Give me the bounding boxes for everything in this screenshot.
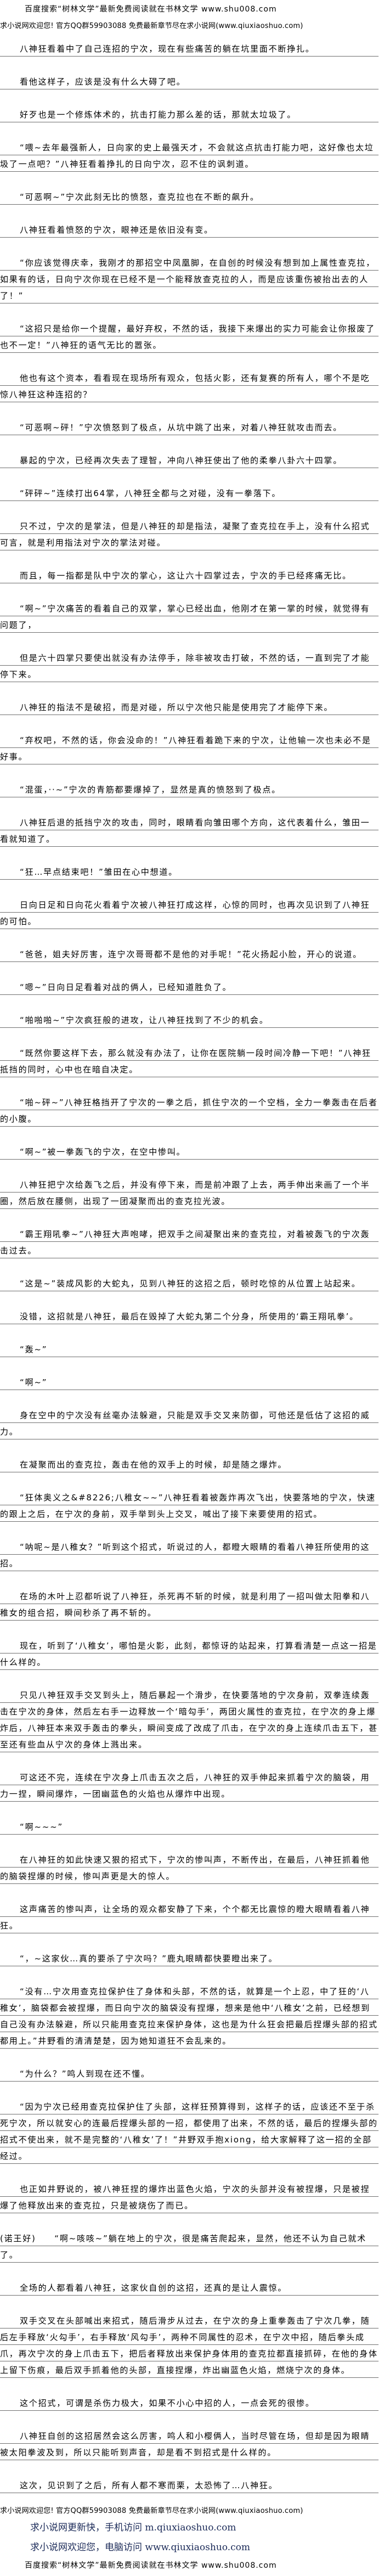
header: 百度搜索“树林文学”最新免费阅读就在书林文学 www.shu008.com 求小…	[0, 0, 384, 33]
paragraph: “为什么？”鸣人到现在还不懂。	[0, 2066, 379, 2082]
paragraph: 现在，听到了‘八稚女’，哪怕是火影，此刻，都惊讶的站起来，打算看清楚一点这一招是…	[0, 1638, 379, 1671]
paragraph: 八神狂后退的抵挡宁次的攻击，同时，眼睛看向雏田哪个方向，这代表着什么，雏田一看就…	[0, 814, 379, 847]
pc-access-link[interactable]: 求小说网欢迎您，电脑访问 www.qiuxiaoshuo.com	[30, 2542, 250, 2553]
chapter-content: 八神狂看着中了自己连招的宁次，现在有些痛苦的躺在坑里面不断挣扎。 看他这样子，应该…	[0, 41, 379, 2494]
paragraph: “啊~~~”	[0, 1819, 379, 1835]
paragraph: “没有…宁次用查克拉保护住了身体和头部，不然的话，就算是一个上忍，中了狂的‘八稚…	[0, 1983, 379, 2049]
paragraph: “这招只是给你一个提醒，最好弃权，不然的话，我接下来爆出的实力可能会让你报废了也…	[0, 320, 379, 353]
paragraph: “呐呢~是八稚女？”听到这个招式，听说过的人，都瞪大眼睛的看着八神狂所使用的这招…	[0, 1539, 379, 1572]
paragraph: “因为宁次已经用查克拉保护住了头部，这样狂预算得到，这样子的话，应该还不至于杀死…	[0, 2099, 379, 2164]
paragraph: 在场的木叶上忍都听说了八神狂，杀死再不斩的时候，就是利用了一招叫做太阳拳和八稚女…	[0, 1588, 379, 1621]
paragraph: “既然你要这样下去，那么就没有办法了，让你在医院躺一段时间冷静一下吧！”八神狂抵…	[0, 1045, 379, 1078]
paragraph: 没错，这招就是八神狂，最后在毁掉了大蛇丸第二个分身，所使用的‘霸王翔吼拳’。	[0, 1308, 379, 1325]
paragraph: “砰砰~”连续打出64掌，八神狂全都与之对碰，没有一拳落下。	[0, 485, 379, 502]
paragraph: “弃权吧，不然的话，你会没命的！”八神狂看着跪下来的宁次，让他输一次也未必不是好…	[0, 732, 379, 765]
paragraph: “喂~去年最强新人，日向家的史上最强天才，不会就这点抗击打能力吧，这好像也太垃圾…	[0, 139, 379, 172]
paragraph: “这是~”装成风影的大蛇丸，见到八神狂的这招之后，顿时吃惊的从位置上站起来。	[0, 1275, 379, 1292]
paragraph: 八神狂看着中了自己连招的宁次，现在有些痛苦的躺在坑里面不断挣扎。	[0, 41, 379, 57]
paragraph: “狂体奥义之&#8226;八稚女~~”八神狂看着被轰炸再次飞出，快要落地的宁次，…	[0, 1489, 379, 1522]
qq-group-banner-top: 求小说网欢迎您! 官方QQ群59903088 免费最新章节尽在求小说网(www.…	[0, 22, 303, 30]
paragraph: “可恶啊~”宁次此刻无比的愤怒，查克拉也在不断的飙升。	[0, 189, 379, 205]
paragraph: “狂…早点结束吧！”雏田在心中想道。	[0, 864, 379, 880]
paragraph: “爸爸，姐夫好厉害，连宁次哥哥都不是他的对手呢！”花火扬起小脸，开心的说道。	[0, 946, 379, 963]
paragraph: 这个招式，可谓是杀伤力极大，如果不小心中招的人，一点会死的很惨。	[0, 2395, 379, 2411]
paragraph: 而且，每一指都是队中宁次的掌心，这让六十四掌过去，宁次的手已经疼痛无比。	[0, 567, 379, 584]
paragraph: 八神狂的指法不是破招，而是对碰，所以宁次他只能是使用完了才能停下来。	[0, 699, 379, 716]
paragraph: 可这还不完，连续在宁次身上爪击五次之后，八神狂的双手伸起来抓着宁次的脑袋，用力一…	[0, 1769, 379, 1802]
paragraph: 只不过，宁次的是掌法，但是八神狂的却是指法，凝聚了查克拉在手上，没有什么招式可言…	[0, 518, 379, 551]
paragraph: 暴起的宁次，已经再次失去了理智，冲向八神狂使出了他的柔拳八卦六十四掌。	[0, 452, 379, 469]
paragraph: 八神狂把宁次给轰飞之后，并没有停下来，而是前冲跟了上去，两手伸出来画了一个半圈，…	[0, 1177, 379, 1210]
paragraph: “啊~”宁次痛苦的看着自己的双掌，掌心已经出血，他刚才在第一掌的时候，就觉得有问…	[0, 600, 379, 633]
paragraph: “，~这家伙…真的要杀了宁次吗？”鹿丸眼睛都快要瞪出来了。	[0, 1950, 379, 1967]
paragraph: 八神狂看着愤怒的宁次，眼神还是依旧没有变。	[0, 222, 379, 238]
mobile-access-link[interactable]: 求小说网更新快，手机访问 m.qiuxiaoshuo.com	[30, 2522, 236, 2533]
paragraph: 他也有这个资本，看看现在现场所有观众，包括火影，还有复赛的所有人，哪个不是吃惊八…	[0, 370, 379, 403]
paragraph: 好歹也是一个修炼体术的，抗击打能力那么差的话，那就太垃圾了。	[0, 106, 379, 123]
paragraph: “啪啪啪~”宁次疯狂般的进攻，让八神狂找到了不少的机会。	[0, 1012, 379, 1028]
paragraph: 这声痛苦的惨叫声，让全场的观众都安静了下来，个个都无比震惊的瞪大眼睛看着八神狂。	[0, 1901, 379, 1934]
paragraph: “混蛋，··~”宁次的青筋都要爆掉了，显然是真的愤怒到了极点。	[0, 781, 379, 798]
paragraph: 这次，见识到了之后，所有人都不寒而栗，太恐怖了…八神狂。	[0, 2477, 379, 2494]
paragraph: 身在空中的宁次没有丝毫办法躲避，只能是双手交叉来防御，可他还是低估了这招的威力。	[0, 1407, 379, 1440]
paragraph: “嗯~”日向日足看着对战的俩人，已经知道胜负了。	[0, 979, 379, 995]
qq-group-banner-bottom: 求小说网欢迎您! 官方QQ群59903088 免费最新章节尽在求小说网(www.…	[0, 2507, 303, 2515]
paragraph: 也正如井野说的，被八神狂捏的爆炸出蓝色火焰，宁次的头部并没有被捏爆，只是被捏爆了…	[0, 2181, 379, 2214]
paragraph: 在八神狂的如此快速又狠的招式下，宁次的惨叫声，不断传出，在最后，八神狂抓着他的脑…	[0, 1852, 379, 1885]
paragraph: 日向日足和日向花火看着宁次被八神狂打成这样，心惊的同时，也再次见识到了八神狂的可…	[0, 897, 379, 930]
paragraph: “可恶啊~砰！”宁次愤怒到了极点，从坑中跳了出来，对着八神狂就攻击而去。	[0, 419, 379, 436]
paragraph: 只见八神狂双手交叉到头上，随后暴起一个滑步，在快要落地的宁次身前，双拳连续轰击在…	[0, 1687, 379, 1753]
site-banner-top: 百度搜索“树林文学”最新免费阅读就在书林文学 www.shu008.com	[25, 5, 277, 14]
paragraph: “啪~砰~”八神狂格挡开了宁次的一拳之后，抓住宁次的一个空档，全力一拳轰击在后者…	[0, 1094, 379, 1127]
footer: 求小说网欢迎您! 官方QQ群59903088 免费最新章节尽在求小说网(www.…	[0, 2505, 384, 2574]
paragraph: “霸王翔吼拳~”八神狂大声咆哮，把双手之间凝聚出来的查克拉，对着被轰飞的宁次轰击…	[0, 1226, 379, 1259]
paragraph: 全场的人都看着八神狂，这家伙自创的这招，还真的是让人震惊。	[0, 2280, 379, 2296]
site-banner-bottom: 百度搜索“树林文学”最新免费阅读就在书林文学 www.shu008.com	[25, 2561, 277, 2570]
paragraph: “啊~”被一拳轰飞的宁次，在空中惨叫。	[0, 1144, 379, 1160]
paragraph: (诺王好) “啊~咳咳~”躺在地上的宁次，很是痛苦爬起来，显然，他还不认为自己就…	[0, 2230, 379, 2263]
paragraph: “你应该觉得庆幸，我刚才的那招空中凤凰脚，在自创的时候没有想到加上属性查克拉，如…	[0, 255, 379, 304]
paragraph: 看他这样子，应该是没有什么大碍了吧。	[0, 74, 379, 90]
paragraph: “啊~”	[0, 1374, 379, 1391]
paragraph: “轰~”	[0, 1341, 379, 1358]
paragraph: 但是六十四掌只要使出就没有办法停手，除非被攻击打破，不然的话，一直到完了才能停下…	[0, 650, 379, 683]
paragraph: 在凝聚而出的查克拉，轰击在他的双手上的时候，却是随之爆炸。	[0, 1456, 379, 1473]
paragraph: 八神狂自创的这招居然会这么厉害，鸣人和小樱俩人，当时尽管在场，但却是因为眼睛被太…	[0, 2428, 379, 2461]
paragraph: 双手交叉在头部喊出来招式，随后滑步从过去，在宁次的身上重拳轰击了宁次几拳，随后左…	[0, 2313, 379, 2378]
